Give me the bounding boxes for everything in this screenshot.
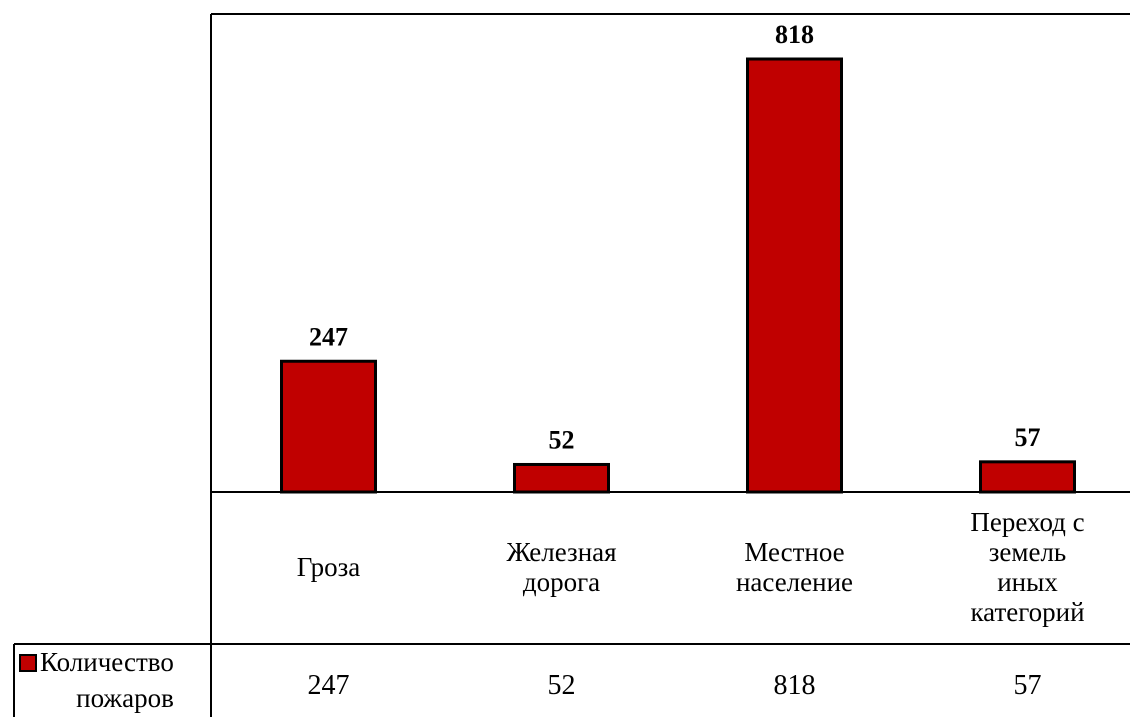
data-table-value: 57 xyxy=(1014,670,1042,701)
category-label-line: Гроза xyxy=(297,552,361,582)
data-label: 52 xyxy=(549,425,575,454)
category-label: Гроза xyxy=(297,552,361,582)
legend-series-name-line: пожаров xyxy=(76,683,174,713)
category-labels: Гроза Железная дорога Местное население Перех… xyxy=(297,507,1085,627)
bar xyxy=(513,462,610,494)
bar xyxy=(280,359,377,494)
category-label: Местное население xyxy=(736,537,853,597)
chart-frame xyxy=(13,13,1130,717)
legend-series-name: Количество xyxy=(40,647,174,677)
category-label-line: дорога xyxy=(523,567,600,597)
data-label: 818 xyxy=(775,20,814,49)
legend-series-name-line: Количество xyxy=(40,647,174,677)
category-label-line: земель xyxy=(989,537,1067,567)
category-label-line: население xyxy=(736,567,853,597)
legend-key xyxy=(19,654,37,672)
data-table-legend: Количество пожаров xyxy=(19,647,174,713)
data-label: 57 xyxy=(1015,423,1041,452)
category-label-line: Переход с xyxy=(970,507,1084,537)
category-label-line: Местное xyxy=(744,537,844,567)
category-label-line: Железная xyxy=(506,537,616,567)
category-label-line: иных xyxy=(997,567,1058,597)
data-label: 247 xyxy=(309,322,348,351)
bar xyxy=(979,460,1076,494)
category-label: Переход с земель иных категорий xyxy=(970,507,1084,627)
bar xyxy=(746,57,843,494)
data-table-value: 52 xyxy=(548,670,576,701)
category-label-line: категорий xyxy=(970,597,1084,627)
bars xyxy=(280,57,1076,494)
data-table-value: 818 xyxy=(774,670,816,701)
category-label: Железная дорога xyxy=(506,537,616,597)
data-labels: 247 52 818 57 xyxy=(309,20,1041,454)
data-table-value: 247 xyxy=(308,670,350,701)
data-table-values: 247 52 818 57 xyxy=(308,670,1042,701)
